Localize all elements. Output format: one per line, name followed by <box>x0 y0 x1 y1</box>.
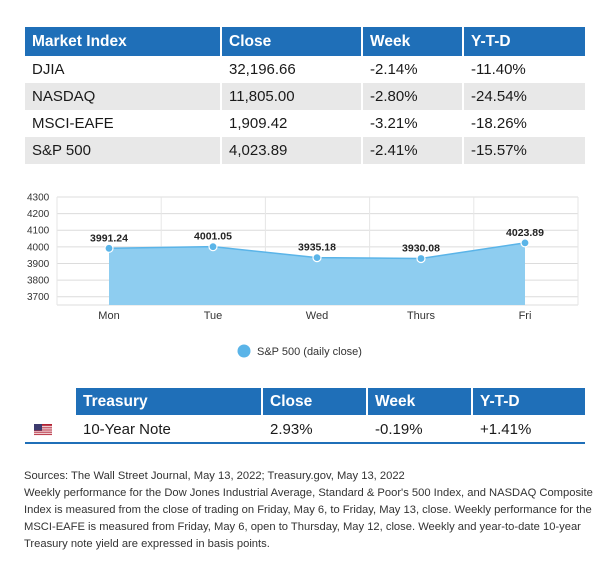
y-tick-label: 3700 <box>27 292 50 303</box>
data-point <box>104 243 114 253</box>
legend-label: S&P 500 (daily close) <box>257 346 362 358</box>
index-close: 32,196.66 <box>221 56 363 83</box>
legend-marker <box>237 344 251 358</box>
y-tick-label: 3900 <box>27 259 50 270</box>
data-label: 3935.18 <box>298 242 336 254</box>
data-label: 3991.24 <box>90 232 128 244</box>
index-ytd: -24.54% <box>463 83 585 110</box>
footnote-text: Weekly performance for the Dow Jones Ind… <box>24 487 593 550</box>
header-week: Week <box>362 27 464 56</box>
treasury-row-divider <box>25 442 585 444</box>
treasury-table: Treasury Close Week Y-T-D 10-Year Note <box>25 388 585 444</box>
table-row: 10-Year Note 2.93% -0.19% +1.41% <box>25 415 585 444</box>
index-ytd: -18.26% <box>463 110 585 137</box>
index-week: -2.80% <box>362 83 464 110</box>
treasury-table-header-row: Treasury Close Week Y-T-D <box>25 388 585 415</box>
index-ytd: -15.57% <box>463 137 585 164</box>
header-ytd: Y-T-D <box>472 388 585 415</box>
header-ytd: Y-T-D <box>463 27 585 56</box>
y-tick-label: 4200 <box>27 209 50 220</box>
header-market-index: Market Index <box>25 27 222 56</box>
data-label: 3930.08 <box>402 242 440 254</box>
market-index-table: Market Index Close Week Y-T-D DJIA 32,19… <box>25 27 585 164</box>
index-week: -2.14% <box>362 56 464 83</box>
x-axis: Mon Tue Wed Thurs Fri <box>98 310 531 322</box>
data-label: 4001.05 <box>194 231 232 243</box>
index-close: 4,023.89 <box>221 137 363 164</box>
market-table-header-row: Market Index Close Week Y-T-D <box>25 27 585 56</box>
area-fill <box>109 242 525 305</box>
index-name: S&P 500 <box>25 137 222 164</box>
us-flag-icon <box>34 423 52 436</box>
x-tick-label: Thurs <box>407 310 436 322</box>
data-point <box>520 238 530 248</box>
treasury-ytd: +1.41% <box>472 415 585 444</box>
treasury-week: -0.19% <box>367 415 473 444</box>
y-axis: 3700 3800 3900 4000 4100 4200 4300 <box>27 193 50 304</box>
index-name: NASDAQ <box>25 83 222 110</box>
index-week: -2.41% <box>362 137 464 164</box>
sp500-area-chart: 3700 3800 3900 4000 4100 4200 4300 3991.24 4001… <box>27 193 579 359</box>
table-row: NASDAQ 11,805.00 -2.80% -24.54% <box>25 83 585 110</box>
x-tick-label: Wed <box>306 310 328 322</box>
y-tick-label: 4300 <box>27 193 50 204</box>
index-close: 1,909.42 <box>221 110 363 137</box>
header-close: Close <box>221 27 363 56</box>
index-name: MSCI-EAFE <box>25 110 222 137</box>
index-name: DJIA <box>25 56 222 83</box>
header-treasury: Treasury <box>75 388 263 415</box>
data-point <box>208 242 218 252</box>
header-close: Close <box>262 388 368 415</box>
markers-layer <box>104 238 530 264</box>
y-tick-label: 4000 <box>27 242 50 253</box>
treasury-name: 10-Year Note <box>75 415 263 444</box>
data-label: 4023.89 <box>506 227 544 239</box>
index-close: 11,805.00 <box>221 83 363 110</box>
x-tick-label: Tue <box>204 310 223 322</box>
table-row: DJIA 32,196.66 -2.14% -11.40% <box>25 56 585 83</box>
y-tick-label: 4100 <box>27 226 50 237</box>
y-tick-label: 3800 <box>27 276 50 287</box>
header-flag-spacer <box>25 388 76 415</box>
data-point <box>416 253 426 264</box>
value-labels-layer: 3991.24 4001.05 3935.18 3930.08 4023.89 <box>90 227 544 255</box>
header-week: Week <box>367 388 473 415</box>
chart-legend[interactable]: S&P 500 (daily close) <box>237 344 362 359</box>
footnote: Sources: The Wall Street Journal, May 13… <box>24 468 599 553</box>
x-tick-label: Mon <box>98 310 119 322</box>
table-row: MSCI-EAFE 1,909.42 -3.21% -18.26% <box>25 110 585 137</box>
table-row: S&P 500 4,023.89 -2.41% -15.57% <box>25 137 585 164</box>
footnote-sources: Sources: The Wall Street Journal, May 13… <box>24 470 405 482</box>
treasury-close: 2.93% <box>262 415 368 444</box>
index-week: -3.21% <box>362 110 464 137</box>
data-point <box>312 253 322 263</box>
flag-cell <box>25 415 76 444</box>
index-ytd: -11.40% <box>463 56 585 83</box>
x-tick-label: Fri <box>519 310 532 322</box>
